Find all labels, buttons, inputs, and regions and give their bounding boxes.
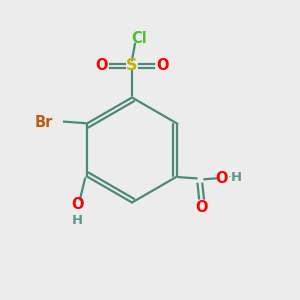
Text: O: O — [71, 197, 84, 212]
Text: ·: · — [227, 171, 231, 184]
Text: O: O — [95, 58, 108, 74]
Text: O: O — [195, 200, 208, 215]
Text: H: H — [71, 214, 82, 227]
Text: H: H — [230, 171, 242, 184]
Text: Br: Br — [34, 115, 52, 130]
Text: O: O — [156, 58, 169, 74]
Text: S: S — [126, 58, 138, 74]
Text: O: O — [215, 171, 228, 186]
Text: Cl: Cl — [132, 31, 147, 46]
